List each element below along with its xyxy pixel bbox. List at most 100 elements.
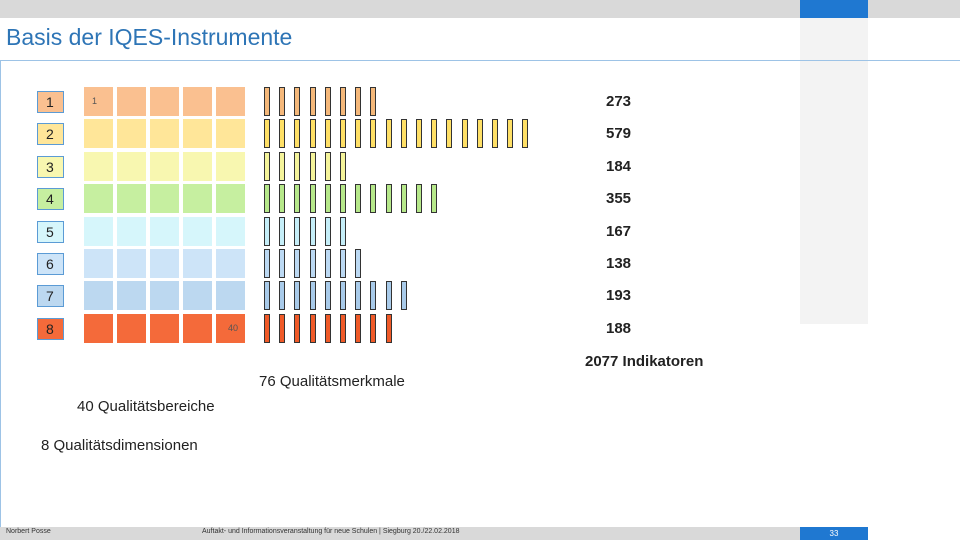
quality-feature-bar bbox=[401, 281, 407, 310]
quality-feature-bar bbox=[325, 87, 331, 116]
quality-area-cell bbox=[183, 249, 212, 278]
quality-feature-bar bbox=[310, 184, 316, 213]
quality-feature-bar bbox=[264, 217, 270, 246]
quality-feature-bar bbox=[264, 249, 270, 278]
quality-feature-bar bbox=[279, 281, 285, 310]
quality-feature-bar bbox=[325, 281, 331, 310]
quality-feature-bar bbox=[325, 217, 331, 246]
quality-feature-bar bbox=[264, 87, 270, 116]
footer-author: Norbert Posse bbox=[6, 528, 51, 535]
dimension-label: 5 bbox=[37, 221, 64, 243]
quality-feature-bar bbox=[355, 249, 361, 278]
quality-area-cell bbox=[84, 281, 113, 310]
quality-area-cell bbox=[183, 119, 212, 148]
first-area-label: 1 bbox=[92, 96, 98, 106]
dimension-label: 1 bbox=[37, 91, 64, 113]
quality-feature-bar bbox=[325, 119, 331, 148]
quality-area-cell bbox=[117, 87, 146, 116]
quality-area-cell bbox=[183, 184, 212, 213]
quality-feature-bar bbox=[431, 184, 437, 213]
dimension-label: 7 bbox=[37, 285, 64, 307]
quality-feature-bar bbox=[264, 281, 270, 310]
quality-feature-bar bbox=[340, 217, 346, 246]
quality-feature-bar bbox=[294, 87, 300, 116]
quality-area-cell bbox=[117, 281, 146, 310]
quality-feature-bar bbox=[279, 87, 285, 116]
quality-feature-bar bbox=[279, 314, 285, 343]
quality-area-cell bbox=[84, 184, 113, 213]
quality-feature-bar bbox=[370, 87, 376, 116]
quality-feature-bar bbox=[340, 281, 346, 310]
quality-feature-bar bbox=[431, 119, 437, 148]
quality-area-cell bbox=[150, 87, 179, 116]
quality-feature-bar bbox=[370, 314, 376, 343]
quality-feature-bar bbox=[310, 87, 316, 116]
quality-area-cell bbox=[150, 152, 179, 181]
quality-feature-bar bbox=[310, 119, 316, 148]
quality-area-cell bbox=[84, 314, 113, 343]
quality-feature-bar bbox=[310, 217, 316, 246]
indicator-count: 167 bbox=[606, 223, 632, 240]
title-divider bbox=[0, 60, 960, 61]
quality-feature-bar bbox=[370, 281, 376, 310]
quality-area-cell bbox=[117, 314, 146, 343]
page-number: 33 bbox=[800, 527, 868, 540]
quality-feature-bar bbox=[279, 184, 285, 213]
quality-area-cell bbox=[216, 184, 245, 213]
quality-feature-bar bbox=[340, 249, 346, 278]
quality-feature-bar bbox=[355, 184, 361, 213]
areas-caption: 40 Qualitätsbereiche bbox=[77, 398, 215, 415]
quality-feature-bar bbox=[279, 152, 285, 181]
quality-feature-bar bbox=[264, 184, 270, 213]
quality-area-cell bbox=[117, 152, 146, 181]
quality-feature-bar bbox=[370, 119, 376, 148]
features-caption: 76 Qualitätsmerkmale bbox=[259, 373, 405, 390]
quality-feature-bar bbox=[340, 314, 346, 343]
quality-area-cell bbox=[117, 184, 146, 213]
quality-area-cell bbox=[216, 87, 245, 116]
quality-feature-bar bbox=[477, 119, 483, 148]
quality-feature-bar bbox=[416, 119, 422, 148]
quality-area-cell bbox=[84, 87, 113, 116]
quality-area-cell bbox=[216, 217, 245, 246]
quality-feature-bar bbox=[386, 119, 392, 148]
quality-feature-bar bbox=[340, 87, 346, 116]
quality-feature-bar bbox=[401, 119, 407, 148]
quality-area-cell bbox=[117, 217, 146, 246]
top-bar bbox=[0, 0, 960, 18]
quality-feature-bar bbox=[462, 119, 468, 148]
quality-feature-bar bbox=[401, 184, 407, 213]
dimension-label: 3 bbox=[37, 156, 64, 178]
quality-feature-bar bbox=[294, 184, 300, 213]
quality-feature-bar bbox=[325, 314, 331, 343]
quality-area-cell bbox=[183, 314, 212, 343]
last-area-label: 40 bbox=[228, 323, 239, 333]
quality-feature-bar bbox=[264, 152, 270, 181]
quality-area-cell bbox=[150, 314, 179, 343]
quality-feature-bar bbox=[340, 152, 346, 181]
quality-feature-bar bbox=[310, 314, 316, 343]
quality-feature-bar bbox=[507, 119, 513, 148]
quality-area-cell bbox=[183, 87, 212, 116]
quality-area-cell bbox=[150, 281, 179, 310]
quality-feature-bar bbox=[279, 217, 285, 246]
quality-area-cell bbox=[183, 152, 212, 181]
quality-area-cell bbox=[216, 152, 245, 181]
quality-feature-bar bbox=[294, 217, 300, 246]
indicator-count: 184 bbox=[606, 158, 632, 175]
quality-area-cell bbox=[150, 119, 179, 148]
quality-feature-bar bbox=[340, 119, 346, 148]
footer-bar bbox=[0, 527, 800, 540]
quality-feature-bar bbox=[370, 184, 376, 213]
quality-feature-bar bbox=[416, 184, 422, 213]
indicator-count: 579 bbox=[606, 125, 632, 142]
quality-feature-bar bbox=[355, 314, 361, 343]
quality-feature-bar bbox=[294, 314, 300, 343]
slide-title: Basis der IQES-Instrumente bbox=[6, 24, 293, 50]
quality-area-cell bbox=[216, 249, 245, 278]
quality-feature-bar bbox=[386, 314, 392, 343]
right-accent-band bbox=[800, 18, 868, 324]
quality-feature-bar bbox=[355, 87, 361, 116]
quality-feature-bar bbox=[310, 249, 316, 278]
